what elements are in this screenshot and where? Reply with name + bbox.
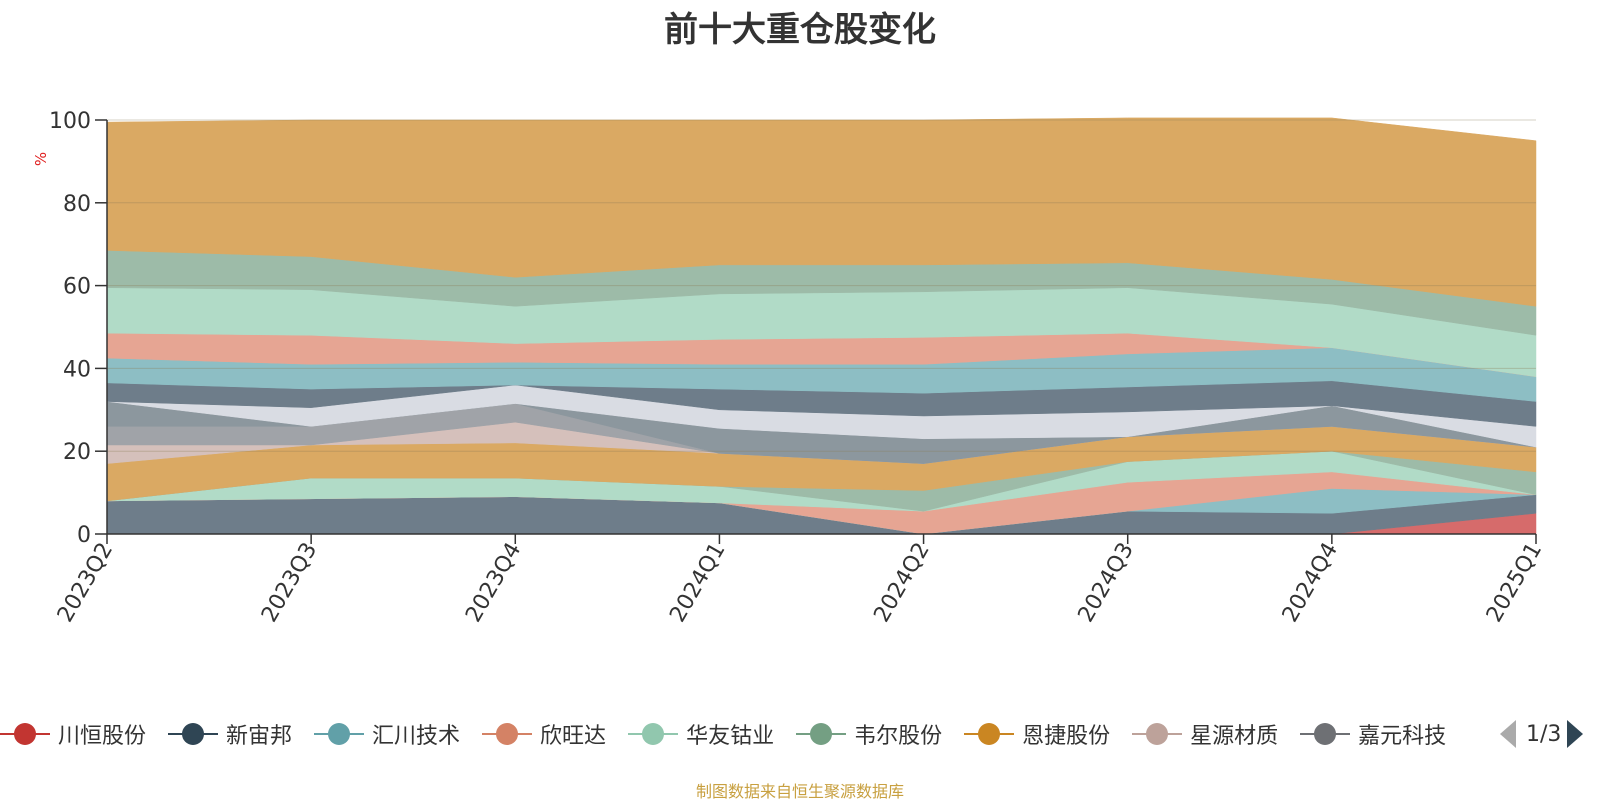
legend-label: 嘉元科技 <box>1358 724 1447 749</box>
legend-marker-icon <box>796 723 847 745</box>
legend-item-6[interactable]: 恩捷股份 <box>964 716 1110 752</box>
legend-label: 川恒股份 <box>58 724 147 749</box>
legend-marker-icon <box>964 723 1015 745</box>
stacked-area-chart: 0 20 40 60 80 100 2023Q2 2023Q3 2023Q4 2024Q1 2024… <box>49 109 1547 627</box>
y-tick-label-5: 100 <box>49 109 91 134</box>
x-tick-label-4: 2024Q2 <box>869 539 934 627</box>
x-tick-label-1: 2023Q3 <box>257 539 322 627</box>
legend-marker-icon <box>1300 723 1351 745</box>
legend-label: 新宙邦 <box>226 724 293 749</box>
legend-label: 汇川技术 <box>372 724 461 749</box>
y-tick-label-0: 0 <box>77 523 91 548</box>
legend-next-page-icon[interactable] <box>1567 720 1584 748</box>
gridlines <box>107 119 1536 452</box>
legend-label: 欣旺达 <box>540 724 607 749</box>
data-source-note: 制图数据来自恒生聚源数据库 <box>695 782 904 801</box>
y-tick-label-2: 40 <box>63 357 91 382</box>
legend-marker-icon <box>0 723 50 745</box>
legend-label: 星源材质 <box>1190 724 1279 749</box>
legend-marker-icon <box>628 723 679 745</box>
legend-page-indicator: 1/3 <box>1526 721 1562 747</box>
legend-item-4[interactable]: 华友钴业 <box>628 716 774 752</box>
legend-pager: 1/3 <box>1500 716 1600 752</box>
legend-item-7[interactable]: 星源材质 <box>1132 716 1278 752</box>
legend-item-2[interactable]: 汇川技术 <box>314 716 460 752</box>
x-tick-label-6: 2024Q4 <box>1278 539 1343 627</box>
chart-title: 前十大重仓股变化 <box>664 10 936 50</box>
area-series-16 <box>106 117 1537 307</box>
legend: 川恒股份 新宙邦 汇川技术 欣旺达 华友钴业 韦尔股份 恩捷股份 星源材质 嘉元科技 <box>0 716 1490 752</box>
legend-item-8[interactable]: 嘉元科技 <box>1300 716 1446 752</box>
y-tick-label-4: 80 <box>63 192 91 217</box>
y-tick-label-1: 20 <box>63 440 91 465</box>
legend-marker-icon <box>168 723 219 745</box>
legend-label: 恩捷股份 <box>1022 724 1111 749</box>
x-tick-label-2: 2023Q4 <box>461 539 526 627</box>
x-tick-label-3: 2024Q1 <box>665 539 730 627</box>
x-tick-label-7: 2025Q1 <box>1482 539 1547 627</box>
legend-label: 华友钴业 <box>686 724 775 749</box>
legend-marker-icon <box>482 723 533 745</box>
x-tick-label-0: 2023Q2 <box>53 539 118 627</box>
area-layer <box>106 117 1537 535</box>
legend-marker-icon <box>314 723 365 745</box>
y-tick-label-3: 60 <box>63 275 91 300</box>
legend-item-3[interactable]: 欣旺达 <box>482 716 606 752</box>
legend-prev-page-icon[interactable] <box>1500 720 1516 748</box>
legend-label: 韦尔股份 <box>854 724 943 749</box>
legend-marker-icon <box>1132 723 1183 745</box>
legend-item-1[interactable]: 新宙邦 <box>168 716 292 752</box>
legend-item-0[interactable]: 川恒股份 <box>0 716 146 752</box>
legend-item-5[interactable]: 韦尔股份 <box>796 716 942 752</box>
x-tick-label-5: 2024Q3 <box>1074 539 1139 627</box>
